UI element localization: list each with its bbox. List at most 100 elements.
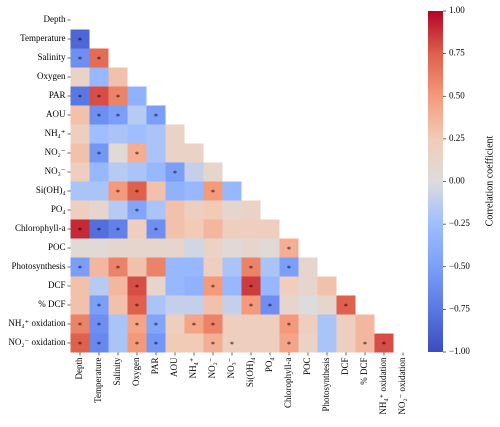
y-tick-label: DCF [48, 280, 66, 290]
heatmap-cell [146, 124, 166, 144]
heatmap-cell [89, 295, 109, 315]
heatmap-cell [184, 181, 204, 201]
significance-marker: * [249, 283, 253, 292]
heatmap-cell [89, 181, 109, 201]
heatmap-cell [127, 143, 147, 163]
significance-marker: * [287, 321, 291, 330]
colorbar-tick-label: −0.25 [449, 218, 470, 228]
x-tick-label: % DCF [359, 358, 369, 385]
y-tick-label: PO₄ [51, 204, 66, 214]
significance-marker: * [116, 264, 120, 273]
significance-marker: * [154, 321, 158, 330]
heatmap-cell [222, 333, 242, 353]
heatmap-cell [70, 295, 90, 315]
heatmap-cell [298, 257, 318, 277]
heatmap-cell [165, 276, 185, 296]
heatmap-cell [146, 143, 166, 163]
significance-marker: * [192, 321, 196, 330]
heatmap-cell [203, 238, 223, 258]
significance-marker: * [382, 340, 386, 349]
x-tick-label: NO₃⁻ [226, 357, 236, 378]
heatmap-cell [222, 200, 242, 220]
significance-marker: * [154, 112, 158, 121]
significance-marker: * [97, 93, 101, 102]
heatmap-cell [279, 295, 299, 315]
heatmap-cell [70, 181, 90, 201]
x-tick-label: Si(OH)₄ [245, 358, 255, 388]
heatmap-cell [108, 257, 128, 277]
heatmap-cell [241, 257, 261, 277]
heatmap-cell [70, 86, 90, 106]
y-tick-label: Temperature [20, 33, 65, 43]
heatmap-cell [260, 219, 280, 239]
heatmap-cell [260, 238, 280, 258]
heatmap-cell [89, 162, 109, 182]
heatmap-cell [165, 143, 185, 163]
heatmap-cell [108, 295, 128, 315]
y-tick-label: Depth [44, 14, 66, 24]
significance-marker: * [211, 188, 215, 197]
heatmap-cell [165, 238, 185, 258]
heatmap-cell [89, 86, 109, 106]
colorbar [428, 11, 443, 352]
y-tick-label: NO₃⁻ [45, 166, 66, 176]
x-tick-label: Depth [74, 357, 84, 379]
heatmap-cell [184, 143, 204, 163]
heatmap-cell [355, 314, 375, 334]
heatmap-cell [184, 314, 204, 334]
heatmap-cell [89, 219, 109, 239]
heatmap-cell [108, 105, 128, 125]
heatmap-cell [184, 295, 204, 315]
heatmap-cell [203, 219, 223, 239]
heatmap-cell [298, 276, 318, 296]
significance-marker: * [78, 93, 82, 102]
heatmap-cell [146, 333, 166, 353]
heatmap-cell [146, 200, 166, 220]
heatmap-cell [374, 333, 394, 353]
heatmap-cell [260, 295, 280, 315]
significance-marker: * [97, 321, 101, 330]
heatmap-cell [70, 257, 90, 277]
x-tick-label: Temperature [93, 357, 103, 402]
heatmap-cell [70, 314, 90, 334]
heatmap-cell [108, 314, 128, 334]
heatmap-cell [184, 219, 204, 239]
significance-marker: * [97, 112, 101, 121]
heatmap-cell [260, 257, 280, 277]
heatmap-cell [146, 181, 166, 201]
significance-marker: * [78, 321, 82, 330]
y-tick-label: Oxygen [37, 71, 66, 81]
heatmap-cell [298, 295, 318, 315]
heatmap-cell [184, 333, 204, 353]
heatmap-cell [146, 219, 166, 239]
heatmap-cell [108, 276, 128, 296]
significance-marker: * [116, 93, 120, 102]
y-tick-label: Photosynthesis [11, 261, 66, 271]
heatmap-cell [241, 295, 261, 315]
heatmap-cell [70, 333, 90, 353]
heatmap-cell [184, 162, 204, 182]
significance-marker: * [249, 302, 253, 311]
heatmap-cell [108, 181, 128, 201]
significance-marker: * [363, 340, 367, 349]
y-tick-label: NO₂⁻ [45, 147, 66, 157]
heatmap-cell [108, 86, 128, 106]
heatmap-cell [127, 124, 147, 144]
heatmap-cell [222, 181, 242, 201]
heatmap-cell [146, 257, 166, 277]
heatmap-cell [70, 238, 90, 258]
heatmap-cell [241, 314, 261, 334]
significance-marker: * [116, 226, 120, 235]
heatmap-cell [165, 295, 185, 315]
heatmap-cell [260, 333, 280, 353]
heatmap-cell [89, 143, 109, 163]
heatmap-cell [260, 314, 280, 334]
significance-marker: * [249, 264, 253, 273]
heatmap-cell [241, 200, 261, 220]
heatmap-cell [184, 238, 204, 258]
colorbar-tick-label: 0.25 [449, 133, 465, 143]
heatmap-cell [108, 238, 128, 258]
heatmap-cell [184, 276, 204, 296]
heatmap-cell [70, 67, 90, 87]
heatmap-cell [317, 295, 337, 315]
